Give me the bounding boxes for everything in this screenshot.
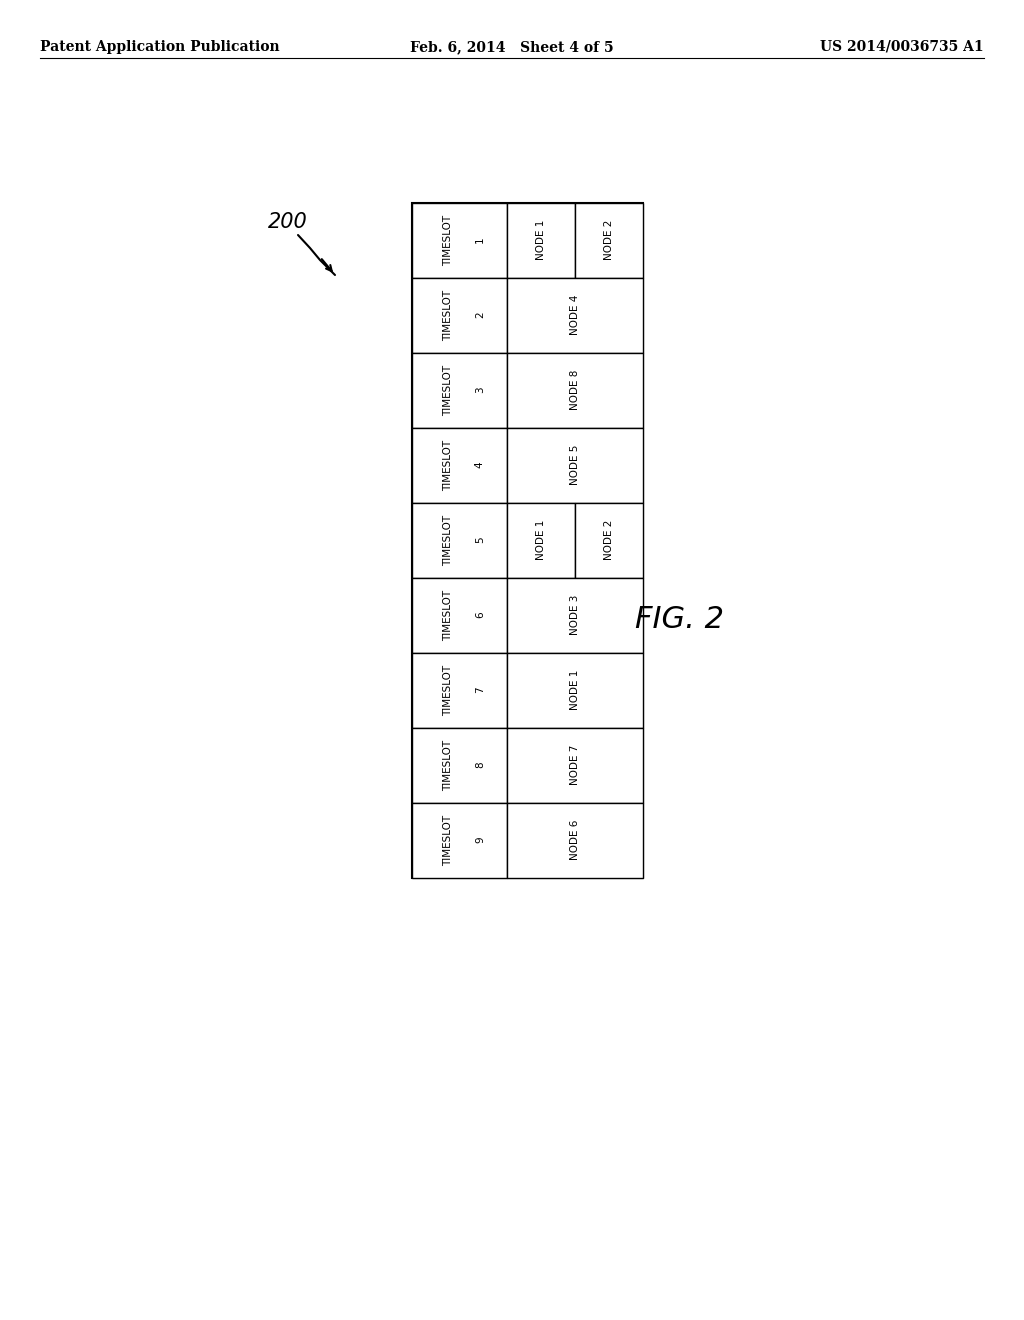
Polygon shape	[574, 503, 642, 578]
Text: NODE 6: NODE 6	[569, 820, 580, 861]
Polygon shape	[412, 202, 642, 878]
Text: TIMESLOT: TIMESLOT	[442, 664, 453, 715]
Text: NODE 1: NODE 1	[569, 669, 580, 710]
Text: NODE 8: NODE 8	[569, 370, 580, 411]
Text: 200: 200	[268, 213, 308, 232]
Polygon shape	[507, 727, 642, 803]
Polygon shape	[412, 652, 507, 727]
Polygon shape	[412, 503, 507, 578]
Text: TIMESLOT: TIMESLOT	[442, 515, 453, 565]
Text: NODE 2: NODE 2	[603, 520, 613, 560]
Text: NODE 2: NODE 2	[603, 220, 613, 260]
Text: TIMESLOT: TIMESLOT	[442, 364, 453, 416]
Text: TIMESLOT: TIMESLOT	[442, 440, 453, 491]
Text: FIG. 2: FIG. 2	[635, 606, 724, 635]
Polygon shape	[507, 202, 574, 277]
Polygon shape	[507, 578, 642, 652]
Text: Feb. 6, 2014   Sheet 4 of 5: Feb. 6, 2014 Sheet 4 of 5	[411, 40, 613, 54]
Text: TIMESLOT: TIMESLOT	[442, 289, 453, 341]
Text: 3: 3	[475, 387, 485, 393]
Text: TIMESLOT: TIMESLOT	[442, 814, 453, 866]
Text: NODE 4: NODE 4	[569, 294, 580, 335]
Polygon shape	[412, 428, 507, 503]
Text: TIMESLOT: TIMESLOT	[442, 214, 453, 265]
Polygon shape	[507, 803, 642, 878]
Polygon shape	[574, 202, 642, 277]
Text: NODE 5: NODE 5	[569, 445, 580, 486]
Polygon shape	[507, 652, 642, 727]
Polygon shape	[412, 727, 507, 803]
Text: 7: 7	[475, 686, 485, 693]
Text: 6: 6	[475, 611, 485, 618]
Polygon shape	[507, 503, 574, 578]
Polygon shape	[507, 428, 642, 503]
Text: 8: 8	[475, 762, 485, 768]
Text: TIMESLOT: TIMESLOT	[442, 739, 453, 791]
Text: 2: 2	[475, 312, 485, 318]
Text: NODE 3: NODE 3	[569, 595, 580, 635]
Polygon shape	[412, 352, 507, 428]
Text: NODE 1: NODE 1	[536, 520, 546, 560]
Polygon shape	[507, 277, 642, 352]
Polygon shape	[412, 202, 507, 277]
Text: NODE 7: NODE 7	[569, 744, 580, 785]
Text: 5: 5	[475, 537, 485, 544]
Text: NODE 1: NODE 1	[536, 220, 546, 260]
Text: 9: 9	[475, 837, 485, 843]
Text: TIMESLOT: TIMESLOT	[442, 590, 453, 640]
Text: 1: 1	[475, 236, 485, 243]
Polygon shape	[412, 277, 507, 352]
Polygon shape	[507, 352, 642, 428]
Polygon shape	[412, 803, 507, 878]
Text: 4: 4	[475, 462, 485, 469]
Text: Patent Application Publication: Patent Application Publication	[40, 40, 280, 54]
Polygon shape	[412, 578, 507, 652]
Text: US 2014/0036735 A1: US 2014/0036735 A1	[820, 40, 984, 54]
